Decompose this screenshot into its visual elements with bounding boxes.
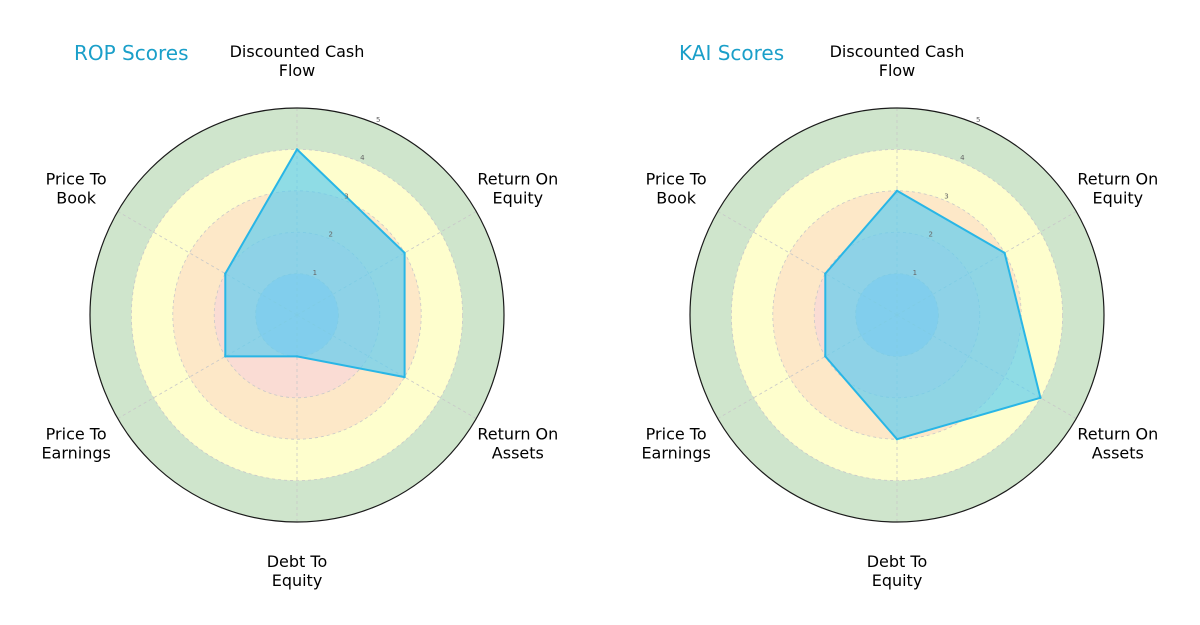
grid-ring-4: [731, 148, 1064, 482]
axis-label-4: Debt To Equity: [267, 552, 328, 590]
axis-label-line: Return On: [1077, 170, 1158, 189]
axis-label-line: Return On: [477, 425, 558, 444]
radial-tick-label: 3: [944, 192, 948, 200]
radial-tick-label: 4: [960, 154, 965, 162]
grid-spoke-5: [717, 314, 898, 419]
axis-label-line: Discounted Cash: [830, 42, 965, 61]
axis-label-6: Price To Book: [646, 170, 707, 208]
radial-tick-label: 2: [328, 231, 332, 239]
axis-label-line: Earnings: [641, 444, 710, 463]
grid-spoke-5: [117, 314, 298, 419]
outer-frame: [89, 107, 505, 523]
axis-label-2: Return On Equity: [1077, 170, 1158, 208]
axis-label-3: Return On Assets: [477, 425, 558, 463]
axis-label-line: Flow: [279, 61, 316, 80]
axis-label-line: Book: [656, 189, 697, 208]
score-point-2: [1003, 251, 1006, 255]
axis-label-line: Price To: [46, 170, 107, 189]
grid-ring-3: [172, 190, 422, 440]
score-point-3: [403, 375, 406, 379]
chart-title: ROP Scores: [74, 41, 189, 65]
axis-label-line: Flow: [879, 61, 916, 80]
radial-tick-label: 4: [360, 154, 365, 162]
axis-label-line: Return On: [1077, 425, 1158, 444]
axis-label-2: Return On Equity: [477, 170, 558, 208]
axis-label-3: Return On Assets: [1077, 425, 1158, 463]
outer-frame: [689, 107, 1105, 523]
axis-label-line: Assets: [1092, 444, 1144, 463]
axis-label-6: Price To Book: [46, 170, 107, 208]
axis-label-1: Discounted Cash Flow: [830, 42, 965, 80]
score-point-5: [824, 355, 827, 358]
axis-label-line: Equity: [272, 571, 323, 590]
grid-ring-3: [772, 190, 1022, 440]
grid-spoke-6: [717, 211, 898, 316]
axis-label-line: Price To: [646, 170, 707, 189]
chart-title: KAI Scores: [679, 41, 784, 65]
axis-label-line: Assets: [492, 444, 544, 463]
grid-spoke-6: [117, 211, 298, 316]
axis-label-5: Price To Earnings: [41, 425, 110, 463]
score-point-5: [224, 355, 227, 358]
score-point-6: [224, 272, 227, 275]
score-point-2: [403, 251, 406, 255]
score-point-3: [1039, 396, 1042, 399]
radial-tick-label: 1: [313, 269, 317, 277]
radial-tick-label: 5: [976, 116, 980, 124]
axis-label-line: Discounted Cash: [230, 42, 365, 61]
axis-label-line: Earnings: [41, 444, 110, 463]
axis-label-4: Debt To Equity: [867, 552, 928, 590]
score-point-4: [295, 355, 299, 358]
radial-tick-label: 5: [376, 116, 380, 124]
axis-label-line: Return On: [477, 170, 558, 189]
radial-tick-label: 2: [928, 231, 932, 239]
score-point-1: [295, 148, 299, 151]
axis-label-line: Equity: [872, 571, 923, 590]
axis-label-1: Discounted Cash Flow: [230, 42, 365, 80]
axis-label-line: Price To: [646, 425, 707, 444]
axis-label-line: Equity: [493, 189, 544, 208]
radial-tick-label: 1: [913, 269, 917, 277]
score-point-1: [895, 189, 899, 192]
score-point-4: [895, 438, 899, 441]
score-point-6: [824, 272, 827, 275]
axis-label-line: Book: [56, 189, 97, 208]
axis-label-line: Price To: [46, 425, 107, 444]
axis-label-line: Debt To: [867, 552, 928, 571]
radial-tick-label: 3: [344, 192, 348, 200]
axis-label-5: Price To Earnings: [641, 425, 710, 463]
axis-label-line: Equity: [1093, 189, 1144, 208]
axis-label-line: Debt To: [267, 552, 328, 571]
